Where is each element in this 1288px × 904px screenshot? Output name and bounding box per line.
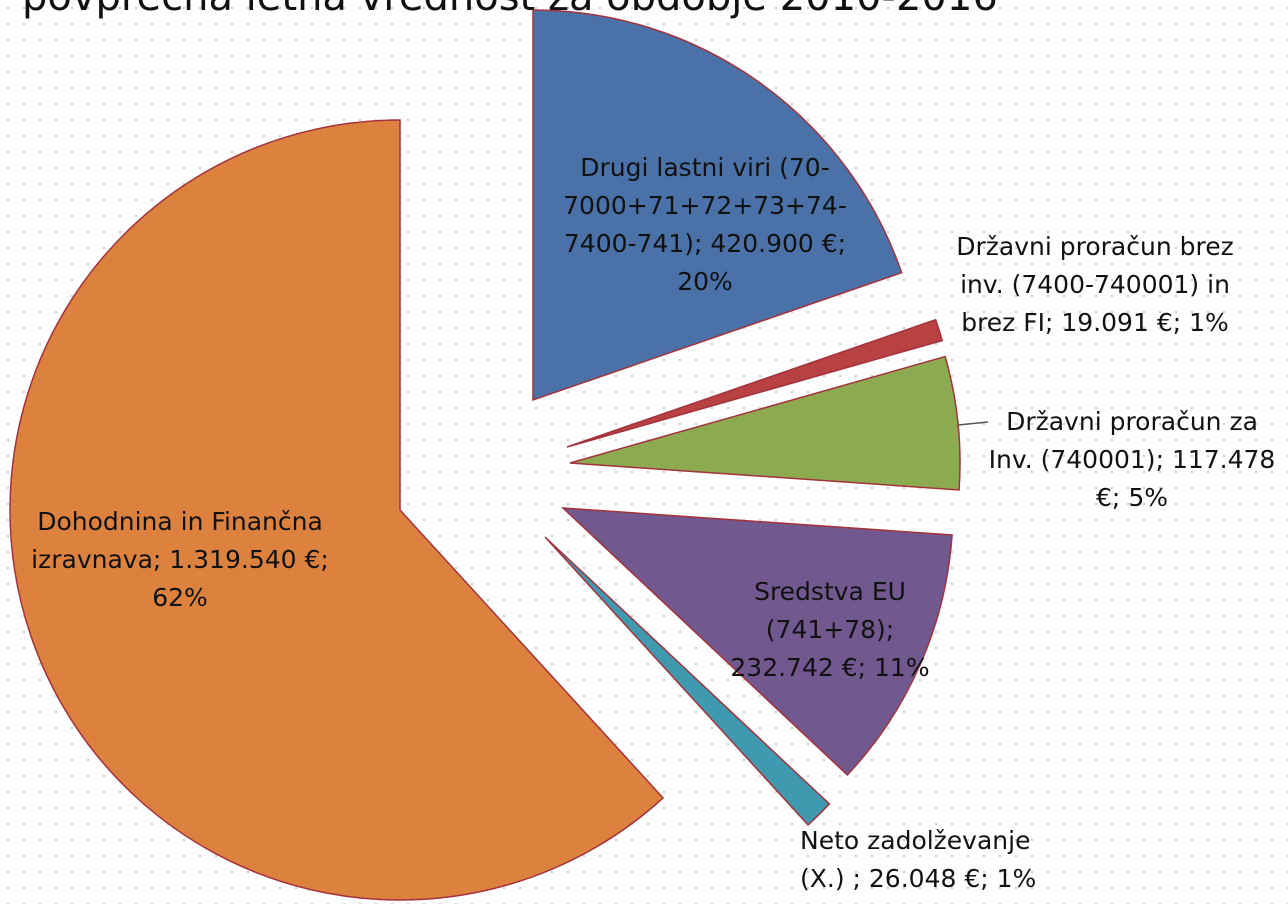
slice-label: Neto zadolževanje (X.) ; 26.048 €; 1% <box>800 822 1060 898</box>
pie-slice <box>566 318 944 448</box>
chart-title: povprečna letna vrednost za obdobje 2010… <box>22 0 998 20</box>
label-part: 20% <box>677 267 733 296</box>
label-part: 5% <box>1128 483 1168 512</box>
label-part: 420.900 €; <box>710 229 847 258</box>
label-part: 232.742 €; <box>730 653 867 682</box>
label-part: Dohodnina in Finančna izravnava; <box>31 507 323 574</box>
pie-slice <box>560 507 953 777</box>
slice-label: Državni proračun brez inv. (7400-740001)… <box>940 228 1250 342</box>
label-part: Neto zadolževanje (X.) ; <box>800 826 1031 893</box>
label-part: Državni proračun brez inv. (7400-740001)… <box>956 232 1234 337</box>
slice-label: Drugi lastni viri (70-7000+71+72+73+74-7… <box>545 149 865 301</box>
pie-slice <box>569 355 961 491</box>
pie-slice <box>532 9 903 402</box>
pie-slice <box>9 119 665 901</box>
label-part: Drugi lastni viri (70-7000+71+72+73+74-7… <box>563 153 847 258</box>
label-part: 11% <box>874 653 930 682</box>
slice-label: Dohodnina in Finančna izravnava; 1.319.5… <box>10 503 350 617</box>
label-part: Državni proračun za Inv. (740001); <box>988 407 1258 474</box>
label-part: 1.319.540 €; <box>169 545 329 574</box>
label-part: 26.048 €; <box>868 864 989 893</box>
label-part: 19.091 €; <box>1061 308 1182 337</box>
label-part: 117.478 €; <box>1096 445 1276 512</box>
leader-line <box>957 421 989 426</box>
label-part: 1% <box>996 864 1037 893</box>
slice-label: Sredstva EU (741+78); 232.742 €; 11% <box>725 573 935 687</box>
pie-slice <box>544 536 831 826</box>
label-part: 1% <box>1189 308 1229 337</box>
label-part: 62% <box>152 583 208 612</box>
label-part: Sredstva EU (741+78); <box>754 577 906 644</box>
slice-label: Državni proračun za Inv. (740001); 117.4… <box>982 403 1282 517</box>
